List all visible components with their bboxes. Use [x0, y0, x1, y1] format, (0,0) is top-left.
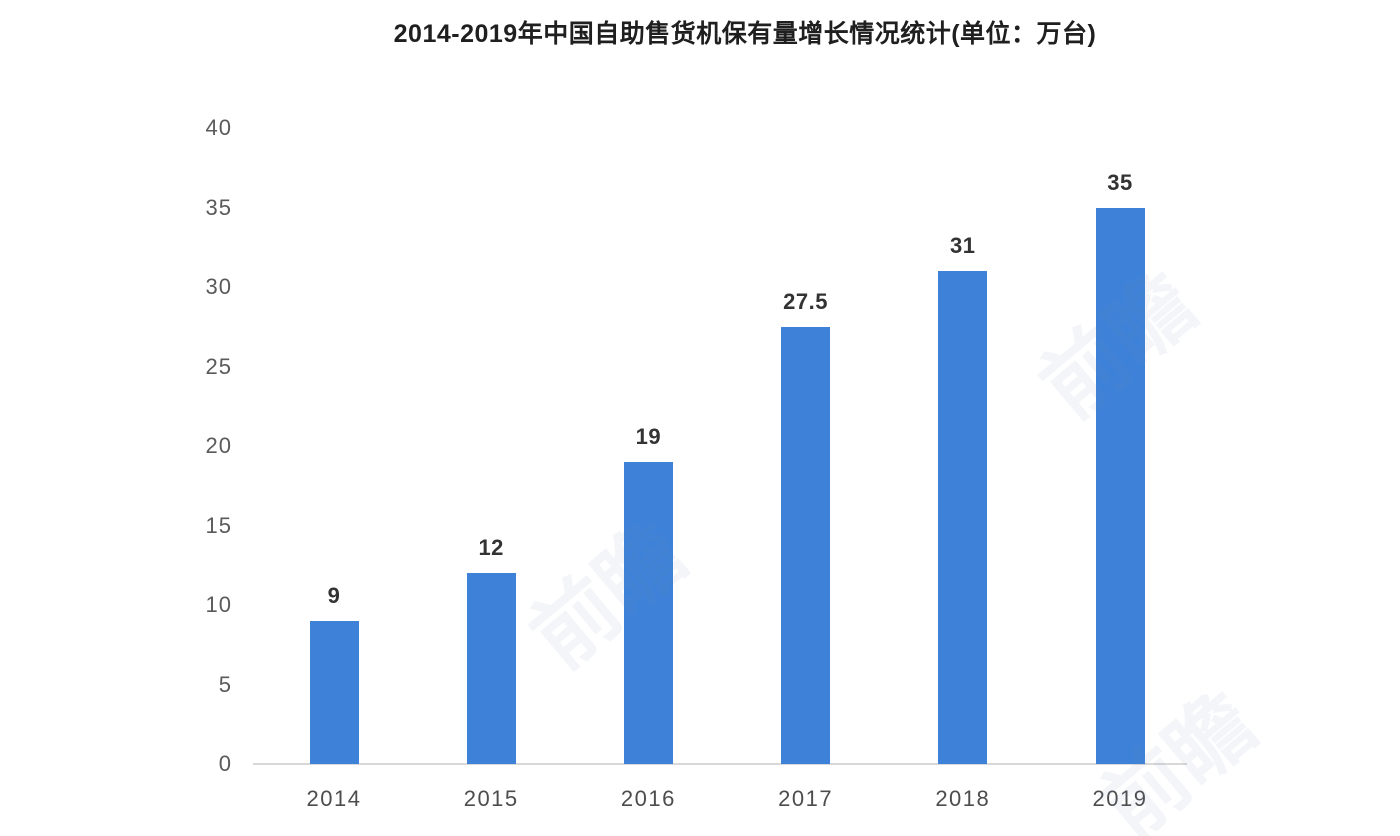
x-axis-tick-label: 2016 [620, 786, 676, 811]
y-axis-tick-label: 40 [205, 115, 232, 140]
bar-value-label: 27.5 [783, 288, 828, 314]
bar-value-label: 35 [1107, 169, 1133, 195]
y-axis-tick-label: 5 [218, 671, 232, 697]
y-axis-tick-label: 10 [205, 592, 232, 617]
bar-2015 [466, 573, 516, 764]
bar-2014 [309, 620, 359, 764]
bar-value-label: 31 [950, 233, 976, 259]
bar-2019 [1095, 207, 1145, 764]
x-axis-tick-label: 2019 [1092, 786, 1148, 811]
bar-value-label: 12 [478, 535, 504, 561]
y-axis-tick-label: 20 [205, 433, 232, 458]
watermark-text: 前瞻 [513, 505, 703, 686]
x-axis-line [253, 763, 1187, 765]
bar-value-label: 19 [635, 423, 662, 449]
y-axis-tick-label: 30 [205, 274, 232, 299]
y-axis-tick-label: 15 [205, 512, 232, 538]
bar-value-label: 9 [327, 582, 341, 608]
bar-2018 [938, 271, 988, 764]
bar-2017 [781, 326, 831, 764]
y-axis-tick-label: 35 [205, 194, 232, 220]
y-axis-tick-label: 0 [218, 751, 232, 776]
x-axis-tick-label: 2015 [463, 786, 519, 811]
x-axis-tick-label: 2017 [778, 786, 834, 811]
y-axis-tick-label: 25 [205, 353, 232, 379]
chart-title: 2014-2019年中国自助售货机保有量增长情况统计(单位：万台) [393, 20, 1097, 48]
bar-2016 [623, 461, 673, 764]
x-axis-tick-label: 2014 [306, 786, 362, 811]
x-axis-tick-label: 2018 [935, 786, 991, 811]
